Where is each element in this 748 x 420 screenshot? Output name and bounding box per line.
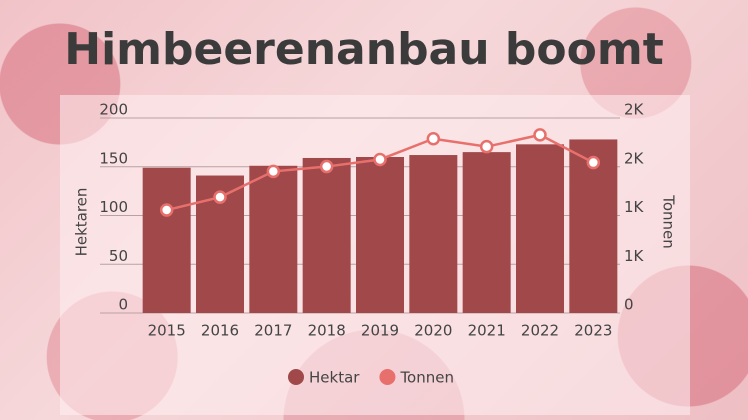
x-tick-label: 2021	[468, 322, 506, 340]
y2-axis-title: Tonnen	[660, 194, 678, 249]
legend-marker	[379, 369, 396, 385]
legend-label: Hektar	[309, 369, 360, 387]
bar	[409, 155, 458, 313]
y-tick-label: 100	[99, 198, 128, 216]
y2-tick-label: 0	[624, 296, 634, 314]
bar	[516, 144, 564, 313]
line-point	[533, 128, 547, 142]
bar	[249, 165, 298, 313]
y2-tick-label: 1K	[624, 198, 645, 216]
y2-tick-label: 2K	[624, 101, 645, 119]
line-point	[159, 203, 174, 217]
bar	[356, 157, 404, 313]
line-point	[479, 139, 494, 154]
y-tick-label: 50	[109, 247, 128, 265]
y2-tick-label: 1K	[624, 247, 645, 265]
legend-marker	[288, 369, 304, 385]
y-tick-label: 0	[118, 296, 128, 314]
line-point	[266, 164, 281, 179]
x-tick-label: 2022	[521, 322, 559, 340]
bar	[302, 157, 351, 313]
x-tick-label: 2015	[148, 322, 186, 340]
line-point	[373, 152, 387, 167]
x-tick-label: 2020	[414, 322, 452, 340]
line-point	[213, 190, 227, 204]
x-tick-label: 2016	[201, 322, 239, 340]
chart-title: Himbeerenanbau boomt	[64, 24, 663, 75]
y-tick-label: 150	[99, 149, 128, 167]
line-point	[586, 155, 601, 170]
line-point	[319, 159, 334, 174]
legend-label: Tonnen	[399, 369, 454, 387]
y-axis-title: Hektaren	[73, 188, 91, 257]
line-point	[426, 132, 441, 146]
x-tick-label: 2023	[574, 322, 612, 340]
y-tick-label: 200	[99, 101, 128, 119]
y2-tick-label: 2K	[624, 149, 645, 167]
bar	[142, 167, 191, 313]
x-tick-label: 2019	[361, 322, 399, 340]
bar	[462, 152, 511, 313]
x-tick-label: 2018	[308, 322, 346, 340]
x-tick-label: 2017	[254, 322, 292, 340]
